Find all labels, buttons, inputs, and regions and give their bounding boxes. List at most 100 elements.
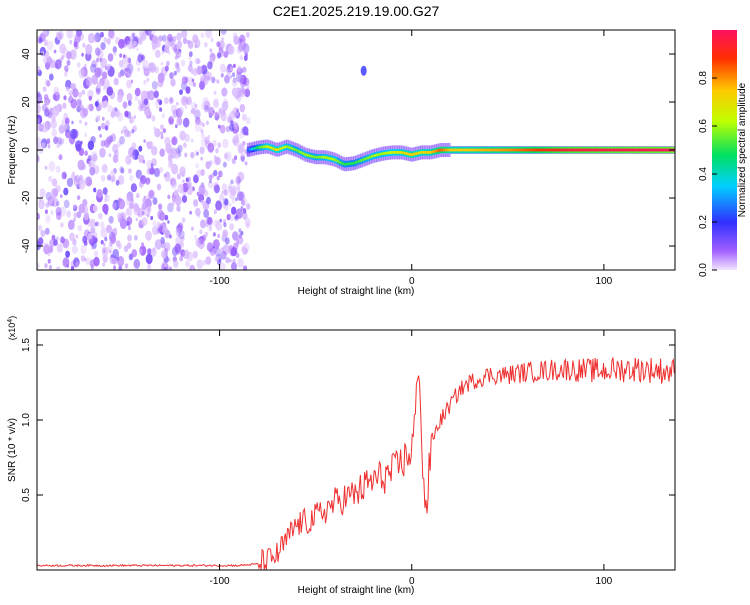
heatmap-cell	[124, 129, 130, 138]
heatmap-cell	[237, 187, 241, 192]
heatmap-cell	[387, 151, 391, 155]
heatmap-cell	[143, 67, 150, 77]
heatmap-cell	[217, 142, 222, 148]
heatmap-cell	[37, 123, 42, 132]
heatmap-cell	[204, 105, 209, 113]
heatmap-cell	[237, 75, 244, 84]
heatmap-cell	[55, 165, 61, 173]
heatmap-cell	[164, 263, 168, 268]
heatmap-cell	[509, 148, 513, 152]
heatmap-cell	[500, 148, 504, 152]
heatmap-cell	[67, 219, 75, 230]
heatmap-cell	[164, 65, 169, 72]
heatmap-cell	[93, 165, 100, 175]
heatmap-cell	[181, 236, 185, 242]
heatmap-cell	[175, 200, 180, 207]
heatmap-cell	[286, 145, 290, 149]
heatmap-cell	[75, 261, 80, 268]
heatmap-cell	[236, 108, 239, 113]
heatmap-cell	[486, 148, 490, 152]
x-tick-label: 100	[596, 576, 613, 587]
heatmap-cell	[225, 151, 232, 162]
heatmap-cell	[304, 153, 308, 157]
heatmap-cell	[498, 148, 502, 152]
heatmap-cell	[219, 193, 225, 202]
heatmap-cell	[565, 148, 569, 152]
heatmap-cell	[112, 248, 119, 259]
heatmap-cell	[373, 154, 377, 157]
heatmap-cell	[37, 263, 40, 269]
heatmap-cell	[208, 106, 215, 117]
heatmap-cell	[385, 151, 389, 155]
heatmap-cell	[477, 148, 481, 152]
colorbar-tick-label: 0.6	[698, 119, 709, 133]
heatmap-cell	[323, 155, 327, 159]
heatmap-cell	[269, 146, 274, 150]
heatmap-cell	[206, 71, 213, 80]
heatmap-cell	[52, 106, 60, 117]
heatmap-cell	[167, 202, 174, 213]
heatmap-cell	[152, 225, 159, 236]
heatmap-cell	[150, 248, 157, 257]
heatmap-cell	[433, 149, 437, 153]
heatmap-cell	[73, 212, 78, 219]
heatmap-cell	[380, 152, 384, 156]
heatmap-cell	[232, 231, 239, 241]
heatmap-cell	[260, 145, 264, 149]
heatmap-cell	[239, 103, 246, 113]
heatmap-cell	[212, 247, 217, 254]
heatmap-cell	[77, 224, 83, 232]
heatmap-cell	[148, 190, 154, 199]
heatmap-cell	[650, 148, 654, 152]
heatmap-cell	[45, 214, 51, 224]
heatmap-cell	[57, 30, 64, 40]
heatmap-cell	[104, 125, 109, 131]
heatmap-cell	[459, 148, 463, 152]
heatmap-cell	[281, 146, 285, 150]
heatmap-cell	[237, 144, 244, 154]
heatmap-cell	[75, 234, 79, 239]
heatmap-cell	[274, 148, 278, 151]
heatmap-cell	[184, 152, 188, 158]
heatmap-cell	[99, 101, 104, 109]
heatmap-cell	[214, 111, 219, 118]
heatmap-cell	[97, 125, 101, 131]
heatmap-cell	[245, 117, 251, 125]
heatmap-cell	[355, 160, 359, 164]
heatmap-cell	[576, 148, 580, 152]
heatmap-cell	[213, 169, 218, 177]
heatmap-cell	[231, 87, 238, 97]
heatmap-cell	[219, 171, 223, 177]
heatmap-cell	[489, 148, 493, 152]
heatmap-cell	[232, 258, 236, 264]
heatmap-cell	[348, 162, 352, 166]
heatmap-cell	[170, 78, 176, 87]
heatmap-cell	[142, 59, 149, 69]
heatmap-cell	[174, 55, 178, 60]
heatmap-cell	[431, 150, 435, 154]
heatmap-cell	[200, 219, 206, 229]
heatmap-cell	[79, 174, 83, 180]
heatmap-cell	[88, 161, 92, 166]
heatmap-cell	[218, 107, 223, 114]
heatmap-cell	[141, 242, 145, 247]
heatmap-cell	[125, 196, 132, 206]
heatmap-cell	[215, 221, 223, 231]
heatmap-cell	[604, 148, 608, 152]
heatmap-cell	[206, 196, 211, 205]
colorbar: 0.0 0.2 0.4 0.6 0.8 Normalized spectral ampl…	[698, 30, 748, 277]
heatmap-cell	[657, 148, 661, 152]
heatmap-cell	[581, 148, 585, 152]
heatmap-cell	[76, 62, 81, 68]
y-tick-label: 0.5	[21, 488, 32, 502]
heatmap-cell	[231, 206, 237, 215]
heatmap-cell	[78, 203, 85, 214]
heatmap-cell	[207, 216, 213, 226]
heatmap-cell	[196, 65, 203, 75]
heatmap-cell	[613, 148, 617, 152]
heatmap-cell	[137, 54, 144, 63]
heatmap-cell	[65, 86, 70, 92]
heatmap-cell	[173, 259, 179, 268]
x-tick-label: 100	[596, 276, 613, 287]
heatmap-cell	[371, 154, 375, 158]
